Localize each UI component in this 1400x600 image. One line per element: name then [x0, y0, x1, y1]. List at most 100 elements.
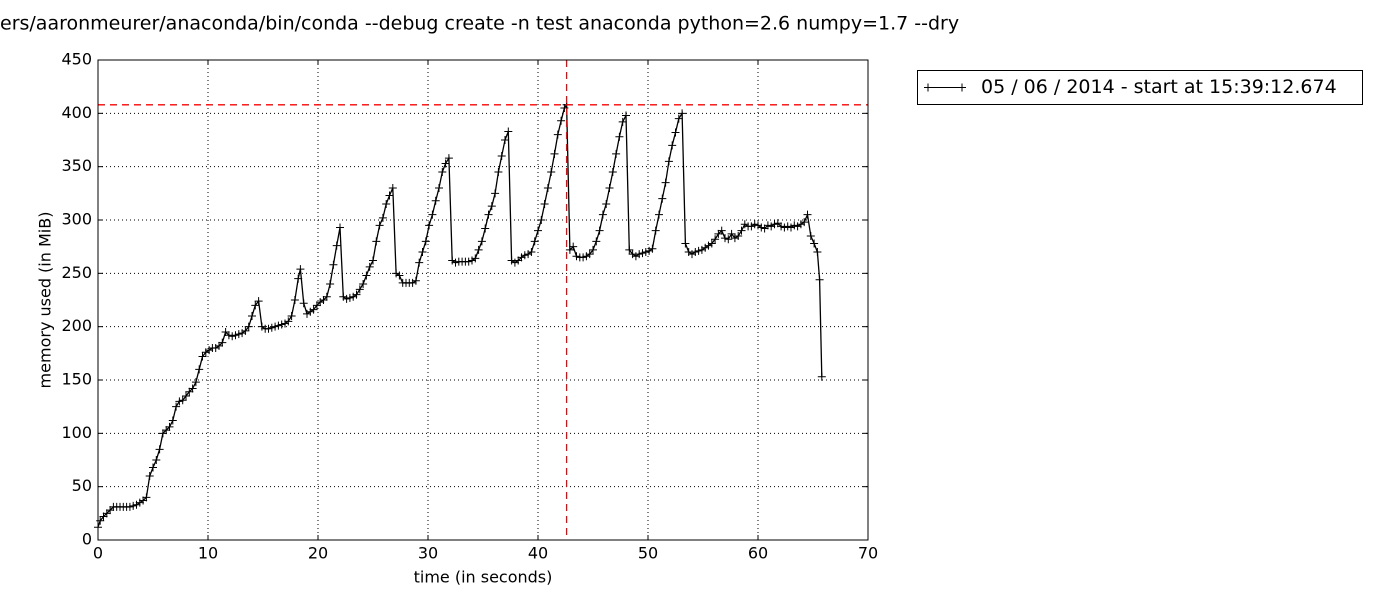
point-marker — [428, 210, 437, 219]
point-marker — [810, 239, 819, 248]
point-marker — [550, 149, 559, 158]
point-marker — [411, 276, 420, 285]
point-marker — [312, 301, 321, 310]
point-marker — [747, 222, 756, 231]
point-marker — [441, 159, 450, 168]
point-marker — [132, 500, 141, 509]
chart-title: ers/aaronmeurer/anaconda/bin/conda --deb… — [0, 13, 959, 35]
plot-frame — [97, 59, 869, 541]
point-marker — [395, 271, 404, 280]
point-marker — [714, 229, 723, 238]
point-marker — [730, 234, 739, 243]
y-tick-label: 450 — [61, 50, 92, 69]
point-marker — [783, 222, 792, 231]
point-marker — [817, 372, 826, 381]
point-marker — [468, 256, 476, 265]
point-marker — [803, 210, 812, 219]
point-marker — [681, 239, 690, 248]
point-marker — [215, 341, 223, 350]
point-marker — [228, 332, 237, 341]
point-marker — [388, 184, 397, 192]
point-marker — [309, 305, 318, 314]
point-marker — [162, 426, 171, 435]
point-marker — [145, 472, 154, 480]
point-marker — [579, 253, 588, 262]
point-marker — [99, 512, 108, 521]
point-marker — [494, 168, 503, 176]
point-marker — [711, 235, 720, 244]
x-tick-label: 40 — [528, 544, 548, 563]
point-marker — [547, 168, 556, 176]
point-marker — [254, 297, 263, 306]
point-marker — [618, 117, 627, 126]
point-marker — [767, 222, 776, 231]
point-marker — [671, 128, 680, 137]
point-marker — [527, 248, 536, 256]
point-marker — [796, 220, 805, 229]
point-marker — [155, 445, 164, 454]
point-marker — [231, 331, 240, 340]
y-tick-label: 350 — [61, 156, 92, 175]
series-line — [97, 102, 823, 528]
point-marker — [638, 249, 647, 258]
point-marker — [678, 109, 687, 118]
point-marker — [326, 280, 335, 288]
point-marker — [251, 301, 260, 310]
point-marker — [543, 184, 552, 192]
point-marker — [464, 257, 473, 266]
point-marker — [205, 346, 214, 355]
point-marker — [198, 352, 207, 361]
point-marker — [481, 224, 490, 233]
point-marker — [605, 184, 614, 192]
point-marker — [178, 396, 187, 405]
point-marker — [520, 251, 529, 260]
point-marker — [362, 271, 371, 280]
point-marker — [651, 226, 660, 235]
point-marker — [182, 392, 190, 400]
point-marker — [565, 245, 574, 254]
point-marker — [697, 245, 706, 254]
point-marker — [770, 220, 779, 229]
legend-marker — [924, 83, 966, 92]
y-tick-label: 200 — [61, 316, 92, 335]
point-marker — [491, 189, 500, 198]
point-marker — [135, 498, 144, 507]
point-marker — [418, 248, 427, 256]
y-tick-label: 50 — [72, 476, 92, 495]
point-marker — [267, 323, 276, 332]
point-marker — [188, 384, 197, 393]
point-marker — [218, 338, 227, 347]
point-marker — [195, 365, 204, 374]
point-marker — [257, 322, 266, 331]
point-marker — [625, 245, 634, 254]
point-marker — [510, 258, 519, 267]
point-marker — [474, 245, 483, 254]
point-marker — [707, 239, 716, 248]
point-marker — [750, 220, 759, 229]
point-marker — [524, 250, 533, 259]
point-marker — [264, 324, 273, 333]
point-marker — [631, 252, 640, 261]
y-tick-label: 150 — [61, 370, 92, 389]
point-marker — [664, 157, 673, 166]
point-marker — [497, 152, 506, 160]
point-marker — [691, 248, 700, 256]
point-marker — [172, 402, 181, 411]
point-marker — [319, 296, 328, 304]
point-marker — [635, 250, 644, 259]
point-marker — [158, 429, 167, 438]
point-marker — [372, 237, 381, 246]
point-marker — [211, 344, 220, 352]
point-marker — [431, 196, 440, 205]
point-marker — [294, 274, 303, 283]
point-marker — [332, 241, 341, 250]
point-marker — [815, 275, 824, 284]
point-marker — [221, 328, 230, 336]
point-marker — [615, 132, 624, 141]
point-marker — [385, 191, 394, 200]
point-marker — [248, 312, 256, 320]
point-marker — [655, 210, 663, 219]
point-marker — [740, 220, 749, 229]
point-marker — [641, 248, 650, 256]
x-tick-label: 20 — [308, 544, 328, 563]
